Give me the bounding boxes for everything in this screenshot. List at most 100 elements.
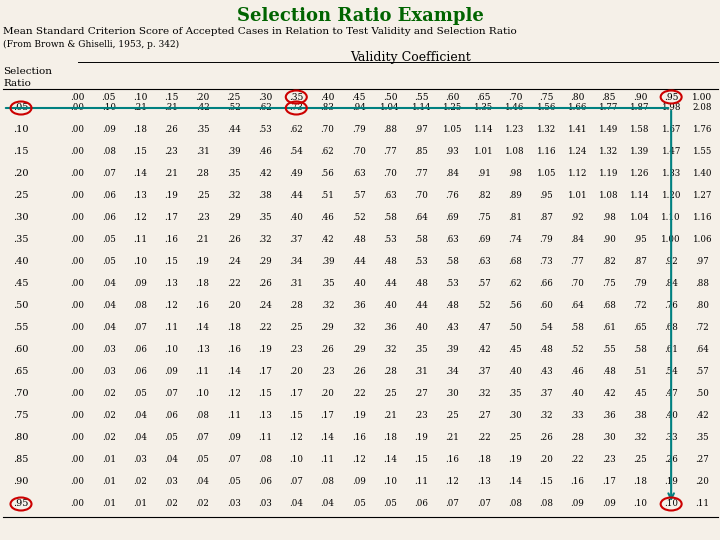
Text: .14: .14 xyxy=(196,323,210,333)
Text: .00: .00 xyxy=(71,104,85,112)
Text: .18: .18 xyxy=(633,477,647,487)
Text: 1.27: 1.27 xyxy=(693,192,712,200)
Text: .07: .07 xyxy=(227,456,240,464)
Text: .11: .11 xyxy=(696,500,709,509)
Text: .50: .50 xyxy=(508,323,522,333)
Text: .33: .33 xyxy=(571,411,584,421)
Text: 1.06: 1.06 xyxy=(693,235,712,245)
Text: .13: .13 xyxy=(258,411,272,421)
Text: .64: .64 xyxy=(415,213,428,222)
Text: .53: .53 xyxy=(446,280,459,288)
Text: .50: .50 xyxy=(696,389,709,399)
Text: .68: .68 xyxy=(602,301,616,310)
Text: 1.05: 1.05 xyxy=(443,125,462,134)
Text: .08: .08 xyxy=(133,301,147,310)
Text: .44: .44 xyxy=(227,125,240,134)
Text: 1.56: 1.56 xyxy=(536,104,556,112)
Text: 1.32: 1.32 xyxy=(536,125,556,134)
Text: 1.26: 1.26 xyxy=(630,170,649,179)
Text: Mean Standard Criterion Score of Accepted Cases in Relation to Test Validity and: Mean Standard Criterion Score of Accepte… xyxy=(3,28,517,37)
Text: .02: .02 xyxy=(102,411,116,421)
Text: .11: .11 xyxy=(196,368,210,376)
Text: .00: .00 xyxy=(71,235,85,245)
Text: .28: .28 xyxy=(383,368,397,376)
Text: 1.19: 1.19 xyxy=(599,170,618,179)
Text: .35: .35 xyxy=(196,125,210,134)
Text: .12: .12 xyxy=(227,389,240,399)
Text: .69: .69 xyxy=(446,213,459,222)
Text: 1.16: 1.16 xyxy=(536,147,556,157)
Text: .48: .48 xyxy=(383,258,397,267)
Text: .48: .48 xyxy=(539,346,553,354)
Text: .52: .52 xyxy=(227,104,240,112)
Text: .00: .00 xyxy=(71,213,85,222)
Text: .07: .07 xyxy=(477,500,490,509)
Text: .15: .15 xyxy=(414,456,428,464)
Text: .07: .07 xyxy=(196,434,210,442)
Text: .62: .62 xyxy=(289,125,303,134)
Text: .90: .90 xyxy=(633,92,647,102)
Text: .17: .17 xyxy=(164,213,179,222)
Text: .40: .40 xyxy=(414,323,428,333)
Text: .95: .95 xyxy=(633,235,647,245)
Text: .35: .35 xyxy=(258,213,272,222)
Text: .20: .20 xyxy=(320,389,335,399)
Text: .66: .66 xyxy=(539,280,553,288)
Text: .09: .09 xyxy=(602,500,616,509)
Text: 1.39: 1.39 xyxy=(630,147,649,157)
Text: .18: .18 xyxy=(477,456,491,464)
Text: .01: .01 xyxy=(133,500,147,509)
Text: .84: .84 xyxy=(570,235,585,245)
Text: .37: .37 xyxy=(539,389,553,399)
Text: .00: .00 xyxy=(71,477,85,487)
Text: .40: .40 xyxy=(289,213,303,222)
Text: .83: .83 xyxy=(320,104,334,112)
Text: .06: .06 xyxy=(102,192,116,200)
Text: .05: .05 xyxy=(102,235,116,245)
Text: .02: .02 xyxy=(164,500,179,509)
Text: .30: .30 xyxy=(508,411,522,421)
Text: .02: .02 xyxy=(133,477,147,487)
Text: .21: .21 xyxy=(383,411,397,421)
Text: .10: .10 xyxy=(133,258,147,267)
Text: .64: .64 xyxy=(696,346,709,354)
Text: .16: .16 xyxy=(164,235,179,245)
Text: .16: .16 xyxy=(352,434,366,442)
Text: .33: .33 xyxy=(665,434,678,442)
Text: .25: .25 xyxy=(13,192,29,200)
Text: 1.20: 1.20 xyxy=(662,192,681,200)
Text: .40: .40 xyxy=(665,411,678,421)
Text: .04: .04 xyxy=(102,323,116,333)
Text: .12: .12 xyxy=(446,477,459,487)
Text: .00: .00 xyxy=(71,368,85,376)
Text: .00: .00 xyxy=(71,456,85,464)
Text: .14: .14 xyxy=(508,477,522,487)
Text: .98: .98 xyxy=(508,170,522,179)
Text: .22: .22 xyxy=(227,280,240,288)
Text: .49: .49 xyxy=(289,170,303,179)
Text: .26: .26 xyxy=(258,280,272,288)
Text: .44: .44 xyxy=(352,258,366,267)
Text: .95: .95 xyxy=(13,500,29,509)
Text: .38: .38 xyxy=(258,192,272,200)
Text: .03: .03 xyxy=(102,368,116,376)
Text: .12: .12 xyxy=(133,213,147,222)
Text: .82: .82 xyxy=(602,258,616,267)
Text: .17: .17 xyxy=(320,411,335,421)
Text: 1.24: 1.24 xyxy=(568,147,587,157)
Text: .79: .79 xyxy=(352,125,366,134)
Text: .10: .10 xyxy=(13,125,29,134)
Text: .69: .69 xyxy=(477,235,490,245)
Text: .42: .42 xyxy=(696,411,709,421)
Text: .05: .05 xyxy=(196,456,210,464)
Text: .07: .07 xyxy=(289,477,303,487)
Text: .28: .28 xyxy=(196,170,210,179)
Text: .70: .70 xyxy=(13,389,29,399)
Text: .00: .00 xyxy=(71,323,85,333)
Text: .62: .62 xyxy=(258,104,272,112)
Text: .18: .18 xyxy=(227,323,240,333)
Text: .40: .40 xyxy=(352,280,366,288)
Text: .42: .42 xyxy=(320,235,334,245)
Text: Validity Coefficient: Validity Coefficient xyxy=(350,51,470,64)
Text: .23: .23 xyxy=(289,346,303,354)
